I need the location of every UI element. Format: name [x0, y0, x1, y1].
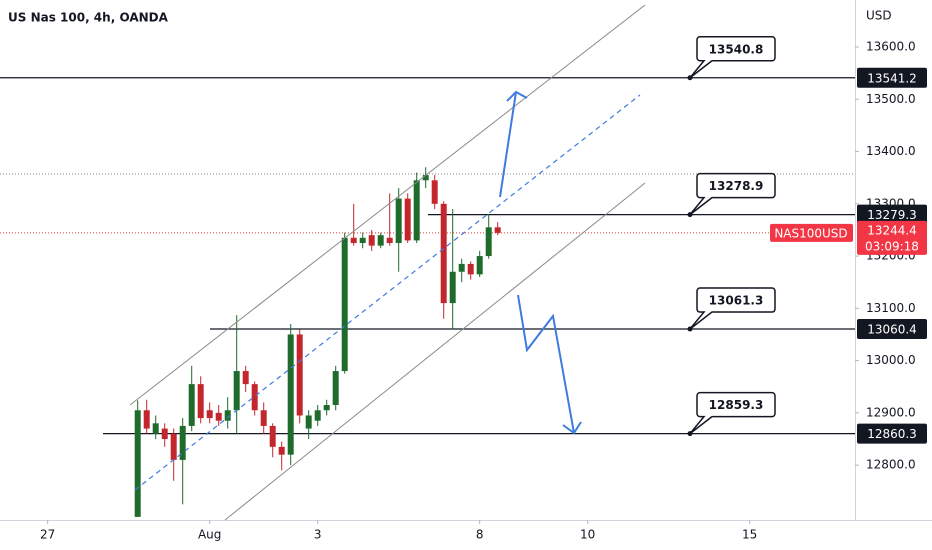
- x-tick-label: 15: [742, 528, 757, 542]
- callout-label: 13540.8: [709, 42, 764, 56]
- candle-body: [152, 423, 159, 434]
- channel-median: [134, 94, 641, 491]
- price-box: [857, 67, 927, 88]
- candle-body: [305, 415, 312, 429]
- candle-body: [188, 384, 195, 426]
- drawings: [129, 4, 646, 521]
- currency-label: USD: [866, 9, 892, 23]
- candle-body: [134, 410, 141, 517]
- callout-box: [689, 36, 776, 79]
- candle-body: [386, 237, 393, 244]
- candle-body: [341, 237, 348, 372]
- arrow-up-head: [506, 90, 528, 102]
- x-tick-label: 27: [40, 528, 55, 542]
- x-tick-label: 8: [476, 528, 484, 542]
- callout-box: [689, 391, 776, 435]
- countdown-label: 03:09:18: [865, 239, 919, 253]
- candle-body: [143, 410, 150, 429]
- channel-upper: [129, 4, 646, 406]
- y-tick-label: 12900.0: [866, 405, 916, 419]
- price-box: [857, 423, 927, 444]
- price-box: [857, 204, 927, 225]
- candle-body: [422, 175, 429, 181]
- y-tick-label: 13100.0: [866, 301, 916, 315]
- candle-body: [224, 410, 231, 421]
- last-price-label: 13244.4: [867, 223, 917, 237]
- x-tick-label: Aug: [198, 528, 221, 542]
- y-tick-label: 13500.0: [866, 92, 916, 106]
- callout-label: 13278.9: [709, 179, 764, 193]
- candle-body: [287, 334, 294, 455]
- price-box-label: 13060.4: [867, 323, 917, 337]
- candle-body: [260, 410, 267, 426]
- candle-body: [485, 227, 492, 257]
- y-tick-label: 13400.0: [866, 144, 916, 158]
- symbol-label: NAS100USD: [774, 226, 847, 240]
- y-tick-label: 13600.0: [866, 40, 916, 54]
- candle-body: [251, 384, 258, 411]
- candle-body: [215, 412, 222, 421]
- candle-body: [269, 425, 276, 447]
- arrow-up: [499, 91, 517, 198]
- arrow-down: [517, 294, 575, 434]
- candle-body: [494, 227, 501, 233]
- candle-body: [359, 237, 366, 244]
- x-tick-label: 10: [580, 528, 595, 542]
- arrow-down-head: [562, 421, 582, 435]
- y-tick-label: 13000.0: [866, 353, 916, 367]
- candle-body: [458, 263, 465, 272]
- callout-box: [689, 287, 776, 330]
- candle-body: [476, 256, 483, 275]
- candle-body: [278, 446, 285, 455]
- symbol-box: [770, 223, 853, 242]
- price-box-label: 13279.3: [867, 208, 917, 222]
- channel-lower: [224, 182, 646, 521]
- candle-body: [440, 203, 447, 304]
- x-tick-label: 3: [314, 528, 322, 542]
- candle-body: [449, 271, 456, 304]
- candle-body: [467, 263, 474, 275]
- candle-body: [161, 428, 168, 439]
- candle-body: [404, 198, 411, 241]
- candle-body: [323, 405, 330, 411]
- candle-body: [350, 237, 357, 244]
- candle-body: [377, 235, 384, 246]
- price-box-label: 12860.3: [867, 427, 917, 441]
- y-tick-label: 12800.0: [866, 458, 916, 472]
- candle-body: [368, 235, 375, 246]
- candle-body: [314, 410, 321, 421]
- chart-title: US Nas 100, 4h, OANDA: [8, 11, 169, 25]
- price-box: [857, 319, 927, 340]
- candle-body: [233, 371, 240, 411]
- candle-body: [431, 180, 438, 204]
- callout-box: [689, 172, 776, 216]
- callout-label: 12859.3: [709, 398, 764, 412]
- candle-body: [413, 180, 420, 241]
- candle-body: [197, 384, 204, 419]
- candle-body: [242, 371, 249, 385]
- price-box-label: 13541.2: [867, 71, 917, 85]
- candle-body: [179, 425, 186, 460]
- candle-body: [296, 334, 303, 416]
- last-price-box: [857, 220, 927, 255]
- candle-body: [332, 371, 339, 406]
- candle-body: [170, 433, 177, 460]
- callout-label: 13061.3: [709, 294, 764, 308]
- candle-body: [395, 198, 402, 244]
- candle-body: [206, 410, 213, 419]
